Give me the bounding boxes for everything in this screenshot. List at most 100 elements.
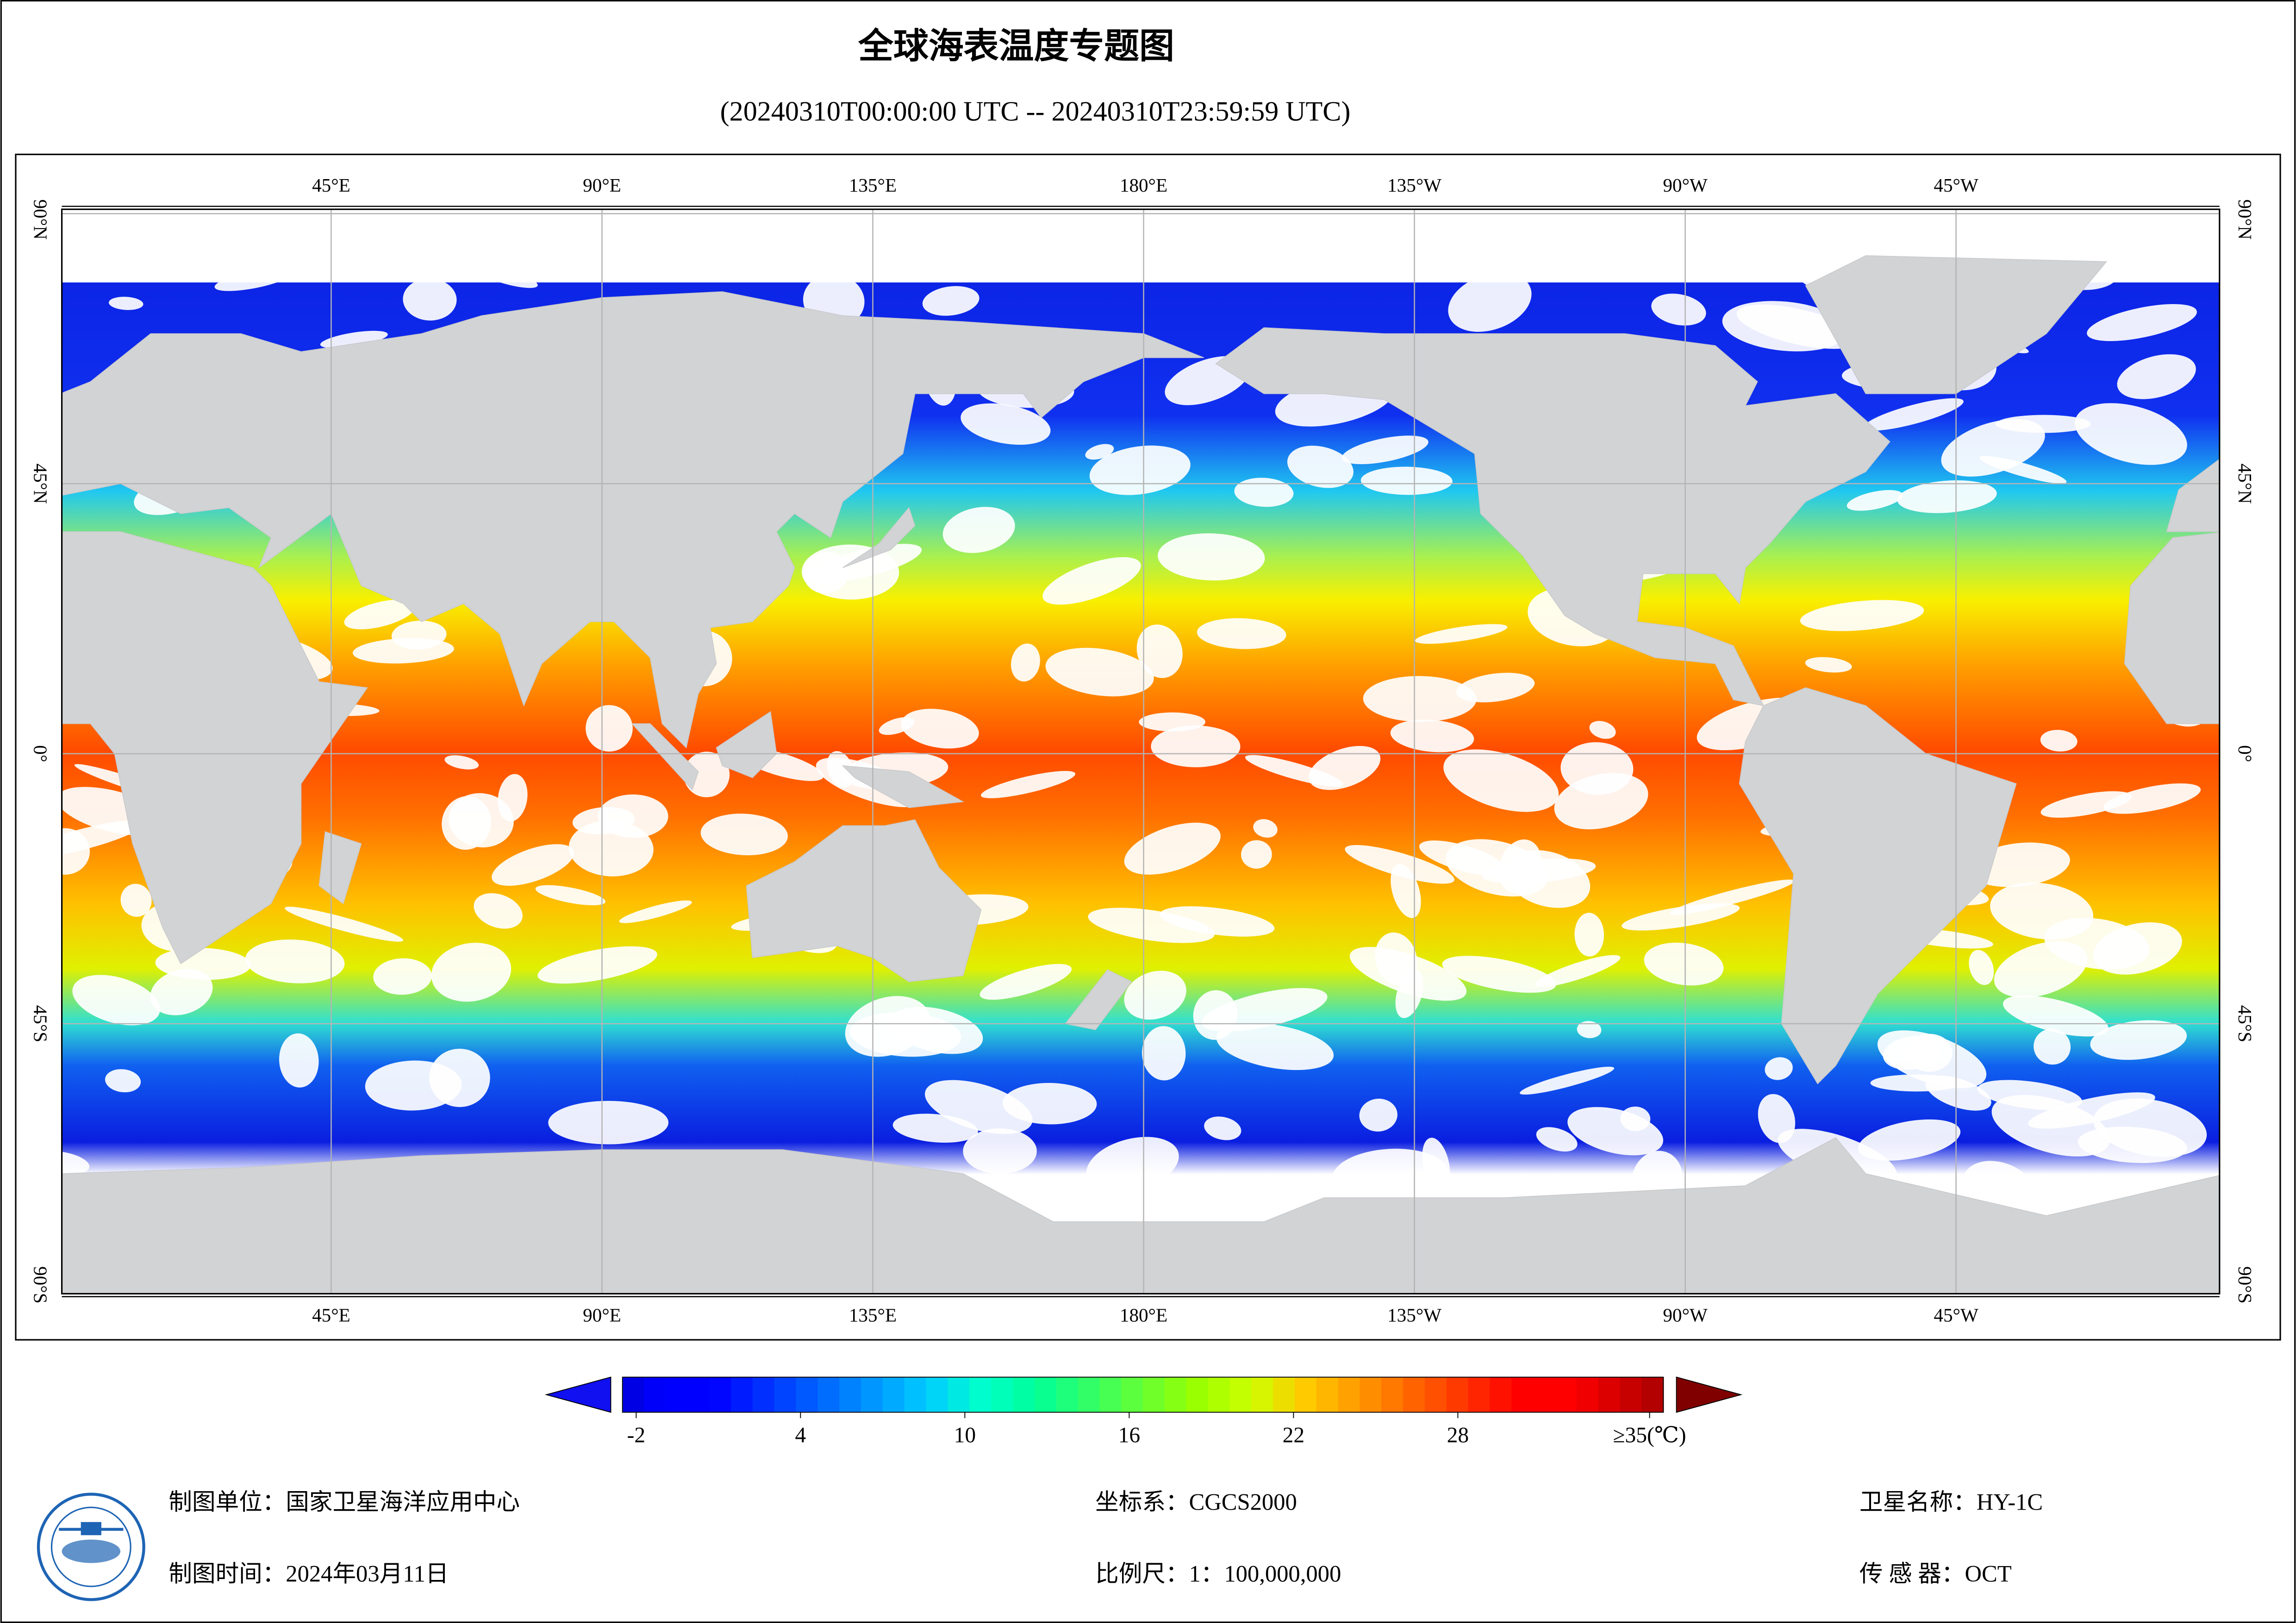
cloud: [1253, 819, 1278, 838]
cloud: [279, 1033, 319, 1088]
cloud: [1800, 600, 1924, 631]
cloud: [1124, 970, 1186, 1020]
colorbar-swatch: [1316, 1377, 1339, 1412]
colorbar-swatch: [1294, 1377, 1317, 1412]
cloud: [373, 958, 432, 995]
cloud: [403, 278, 457, 321]
cloud: [150, 969, 213, 1015]
cloud: [1415, 624, 1508, 644]
lat-label-left: 45°N: [30, 464, 51, 504]
cloud: [537, 946, 657, 984]
colorbar-swatch: [1446, 1377, 1469, 1412]
lon-label-top: 90°W: [1663, 174, 1708, 196]
cloud: [1160, 906, 1275, 937]
cloud: [1589, 721, 1616, 739]
cloud: [1577, 1021, 1602, 1038]
cloud: [922, 286, 980, 316]
cloud: [1363, 676, 1477, 722]
colorbar-swatch: [1229, 1377, 1252, 1412]
cloud: [1085, 444, 1114, 460]
cloud: [1870, 1074, 1963, 1092]
colorbar-tick-label: 28: [1447, 1423, 1469, 1447]
colorbar-swatch: [1360, 1377, 1382, 1412]
cloud: [1858, 1119, 1961, 1161]
cloud: [1805, 657, 1852, 673]
cloud: [2078, 1126, 2187, 1163]
landmass: [1215, 327, 1890, 706]
lon-label-bottom: 135°E: [849, 1305, 897, 1326]
map-box: [15, 154, 2281, 1341]
cloud: [901, 709, 979, 749]
footer-satellite: 卫星名称：HY-1C: [1859, 1489, 2043, 1515]
lat-label-right: 90°N: [2234, 199, 2256, 240]
cloud: [1158, 533, 1265, 581]
colorbar-swatch: [1142, 1377, 1166, 1412]
lat-label-left: 90°N: [30, 199, 51, 240]
cloud: [1765, 1057, 1793, 1080]
cloud: [2075, 403, 2187, 465]
lon-label-bottom: 180°E: [1120, 1305, 1167, 1326]
cloud: [449, 793, 514, 848]
colorbar-swatch: [926, 1377, 948, 1412]
landmass: [62, 531, 368, 964]
colorbar-low-arrow: [544, 1376, 611, 1413]
cloud: [1042, 557, 1141, 605]
landmass: [716, 711, 777, 778]
cloud: [586, 705, 633, 752]
cloud: [1360, 466, 1453, 495]
lon-label-bottom: 90°E: [583, 1305, 621, 1326]
colorbar-swatch: [1468, 1377, 1491, 1412]
cloud: [1375, 932, 1417, 985]
cloud: [1086, 1137, 1179, 1192]
landmass: [2124, 532, 2220, 724]
colorbar-swatch: [1403, 1377, 1426, 1412]
cloud: [2117, 354, 2196, 399]
cloud: [320, 330, 388, 348]
cloud: [1234, 478, 1294, 507]
cloud: [1536, 1127, 1578, 1152]
lat-label-right: 45°S: [2234, 1005, 2256, 1042]
colorbar-swatch: [1034, 1377, 1057, 1412]
cloud: [1863, 398, 1964, 431]
lat-label-left: 0°: [30, 745, 51, 762]
cloud: [1011, 643, 1040, 682]
cloud: [245, 939, 345, 983]
colorbar-swatch: [904, 1377, 927, 1412]
cloud: [1443, 749, 1559, 812]
cloud: [548, 1101, 669, 1144]
colorbar-swatch: [1078, 1377, 1100, 1412]
colorbar-swatch: [774, 1377, 797, 1412]
colorbar-swatch: [1554, 1377, 1578, 1412]
cloud: [1151, 725, 1241, 767]
cloud: [598, 794, 668, 838]
colorbar-swatch: [1099, 1377, 1122, 1412]
colorbar-swatch: [1424, 1377, 1447, 1412]
cloud: [1456, 672, 1535, 703]
colorbar-swatch: [1208, 1377, 1230, 1412]
cloud: [1197, 618, 1286, 649]
colorbar-swatch: [1641, 1377, 1664, 1412]
cloud: [961, 403, 1051, 445]
footer-producer: 制图单位：国家卫星海洋应用中心: [168, 1489, 520, 1515]
cloud: [444, 755, 479, 770]
cloud: [474, 893, 523, 929]
landmass: [1739, 687, 2017, 1084]
cloud: [2040, 730, 2078, 752]
colorbar-swatch: [687, 1377, 710, 1412]
colorbar-high-arrow: [1676, 1376, 1743, 1413]
cloud: [352, 638, 454, 664]
landmass: [1065, 969, 1132, 1030]
landmass: [631, 723, 699, 790]
cloud: [1448, 273, 1532, 332]
colorbar-swatch: [1533, 1377, 1556, 1412]
colorbar-swatch: [861, 1377, 884, 1412]
cloud: [1977, 1080, 2082, 1110]
cloud: [1089, 445, 1191, 495]
cloud: [1287, 446, 1354, 488]
map-area: [62, 209, 2220, 1294]
colorbar-swatch: [1186, 1377, 1209, 1412]
cloud: [2087, 304, 2197, 342]
cloud: [2034, 1028, 2071, 1065]
colorbar-swatch: [666, 1377, 688, 1412]
